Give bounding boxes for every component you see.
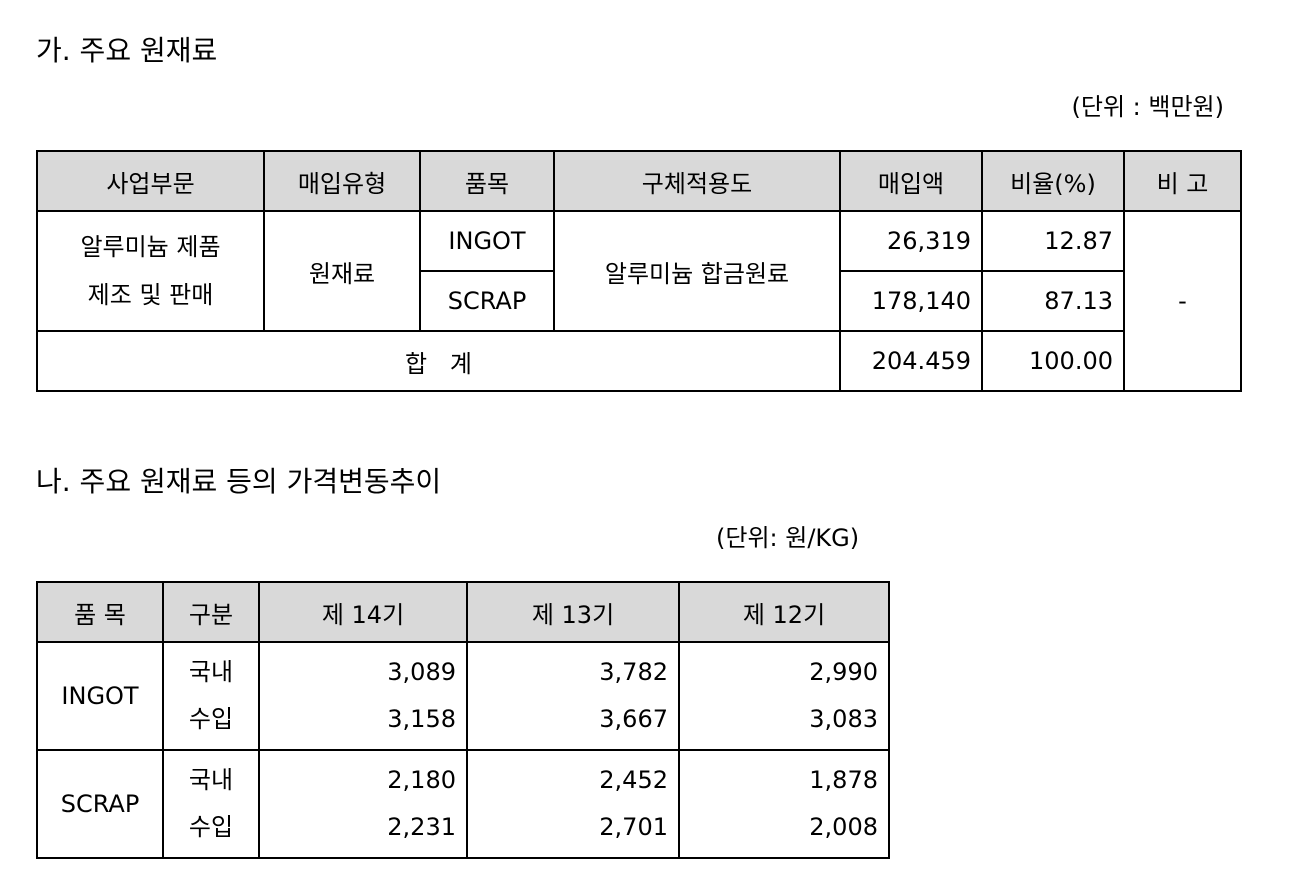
price-cell-12: 2,990 3,083	[678, 641, 890, 751]
section-b-unit: (단위: 원/KG)	[716, 524, 860, 552]
header-item: 품목	[419, 150, 555, 212]
price-import: 2,008	[809, 813, 878, 841]
table-header-row: 사업부문 매입유형 품목 구체적용도 매입액 비율(%) 비 고	[36, 150, 1242, 212]
business-line-cell: 알루미늄 제품 제조 및 판매	[36, 210, 265, 332]
table-row: INGOT 국내 수입 3,089 3,158 3,782 3,667 2,99…	[36, 641, 890, 751]
price-cell-13: 3,782 3,667	[466, 641, 680, 751]
price-import: 3,667	[599, 705, 668, 733]
table-row: SCRAP 178,140 87.13	[37, 270, 1241, 332]
price-domestic: 2,990	[809, 658, 878, 686]
type-cell: 국내 수입	[162, 641, 260, 751]
raw-materials-table: 사업부문 매입유형 품목 구체적용도 매입액 비율(%) 비 고 알루미늄 제품…	[36, 150, 1242, 392]
type-domestic: 국내	[188, 766, 234, 794]
header-period-13: 제 13기	[466, 581, 680, 643]
table-row: 알루미늄 제품 제조 및 판매 원재료 INGOT 알루미늄 합금원료 26,3…	[36, 210, 1242, 392]
type-import: 수입	[188, 813, 234, 841]
total-amount: 204.459	[839, 330, 983, 392]
ratio-cell: 12.87	[981, 210, 1125, 272]
header-business-line: 사업부문	[36, 150, 265, 212]
amount-cell: 26,319	[839, 210, 983, 272]
price-domestic: 2,180	[387, 766, 456, 794]
item-cell: INGOT	[419, 210, 555, 272]
price-import: 2,231	[387, 813, 456, 841]
ratio-cell: 87.13	[981, 270, 1125, 332]
price-cell-12: 1,878 2,008	[678, 749, 890, 859]
header-period-14: 제 14기	[258, 581, 468, 643]
business-line-line-2: 제조 및 판매	[87, 281, 214, 309]
header-item: 품 목	[36, 581, 164, 643]
usage-cell: 알루미늄 합금원료	[553, 210, 841, 332]
total-ratio: 100.00	[981, 330, 1125, 392]
price-cell-14: 2,180 2,231	[258, 749, 468, 859]
table-header-row: 품 목 구분 제 14기 제 13기 제 12기	[36, 581, 890, 643]
price-import: 2,701	[599, 813, 668, 841]
total-label: 합 계	[36, 330, 841, 392]
price-domestic: 3,089	[387, 658, 456, 686]
price-domestic: 3,782	[599, 658, 668, 686]
price-import: 3,083	[809, 705, 878, 733]
header-amount: 매입액	[839, 150, 983, 212]
header-purchase-type: 매입유형	[263, 150, 421, 212]
item-name-cell: INGOT	[36, 641, 164, 751]
price-domestic: 2,452	[599, 766, 668, 794]
type-cell: 국내 수입	[162, 749, 260, 859]
remark-cell: -	[1123, 210, 1242, 392]
section-b-title: 나. 주요 원재료 등의 가격변동추이	[36, 465, 442, 498]
header-type: 구분	[162, 581, 260, 643]
table-row: SCRAP 국내 수입 2,180 2,231 2,452 2,701 1,87…	[36, 749, 890, 859]
header-usage: 구체적용도	[553, 150, 841, 212]
type-import: 수입	[188, 705, 234, 733]
item-name-cell: SCRAP	[36, 749, 164, 859]
type-domestic: 국내	[188, 658, 234, 686]
price-domestic: 1,878	[809, 766, 878, 794]
header-period-12: 제 12기	[678, 581, 890, 643]
total-row: 합 계 204.459 100.00	[36, 330, 1241, 392]
header-remark: 비 고	[1123, 150, 1242, 212]
business-line-line-1: 알루미늄 제품	[80, 233, 221, 261]
amount-cell: 178,140	[839, 270, 983, 332]
price-cell-13: 2,452 2,701	[466, 749, 680, 859]
purchase-type-cell: 원재료	[263, 210, 421, 332]
price-cell-14: 3,089 3,158	[258, 641, 468, 751]
header-ratio: 비율(%)	[981, 150, 1125, 212]
item-cell: SCRAP	[419, 270, 555, 332]
price-trend-table: 품 목 구분 제 14기 제 13기 제 12기 INGOT 국내 수입 3,0…	[36, 581, 890, 859]
section-a-unit: (단위 : 백만원)	[1071, 93, 1224, 121]
price-import: 3,158	[387, 705, 456, 733]
section-a-title: 가. 주요 원재료	[36, 34, 218, 67]
